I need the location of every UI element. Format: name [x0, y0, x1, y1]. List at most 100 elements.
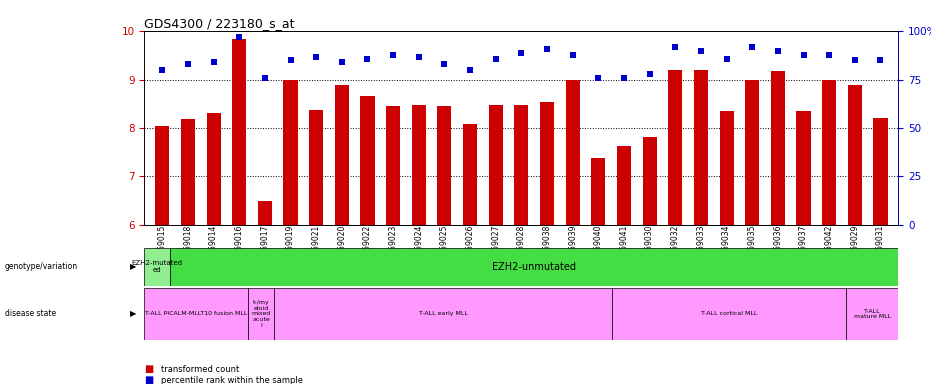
Text: transformed count: transformed count: [161, 365, 239, 374]
Bar: [514, 105, 529, 225]
Point: [642, 71, 657, 77]
Text: GSM759030: GSM759030: [645, 225, 654, 271]
Bar: [846, 288, 898, 340]
Text: GSM759039: GSM759039: [568, 225, 577, 271]
Bar: [463, 124, 477, 225]
Bar: [613, 288, 846, 340]
Point: [283, 57, 298, 63]
Text: T-ALL
mature MLL: T-ALL mature MLL: [854, 308, 891, 319]
Text: GSM759032: GSM759032: [670, 225, 680, 271]
Text: GSM759031: GSM759031: [876, 225, 885, 271]
Text: t-/my
eloid
mixed
acute
l: t-/my eloid mixed acute l: [251, 300, 271, 328]
Bar: [309, 110, 323, 225]
Text: disease state: disease state: [5, 310, 56, 318]
Point: [232, 34, 247, 40]
Text: GSM759015: GSM759015: [157, 225, 167, 271]
Bar: [181, 119, 195, 225]
Text: GSM759016: GSM759016: [235, 225, 244, 271]
Point: [334, 59, 349, 65]
Bar: [720, 111, 734, 225]
Point: [616, 75, 631, 81]
Bar: [360, 96, 374, 225]
Bar: [412, 105, 425, 225]
Point: [181, 61, 196, 68]
Text: GSM759026: GSM759026: [466, 225, 475, 271]
Point: [771, 48, 786, 54]
Bar: [822, 80, 836, 225]
Text: GSM759014: GSM759014: [209, 225, 218, 271]
Text: T-ALL early MLL: T-ALL early MLL: [419, 311, 467, 316]
Bar: [668, 70, 682, 225]
Point: [257, 75, 272, 81]
Point: [463, 67, 478, 73]
Bar: [207, 113, 221, 225]
Text: GSM759017: GSM759017: [261, 225, 269, 271]
Point: [412, 53, 426, 60]
Text: GSM759040: GSM759040: [594, 225, 602, 271]
Text: GSM759025: GSM759025: [440, 225, 449, 271]
Bar: [489, 105, 503, 225]
Bar: [144, 248, 170, 286]
Text: T-ALL cortical MLL: T-ALL cortical MLL: [701, 311, 758, 316]
Point: [668, 44, 682, 50]
Bar: [566, 80, 580, 225]
Point: [155, 67, 169, 73]
Bar: [438, 106, 452, 225]
Bar: [386, 106, 400, 225]
Point: [437, 61, 452, 68]
Text: GSM759021: GSM759021: [312, 225, 320, 271]
Point: [719, 55, 734, 61]
Point: [206, 59, 221, 65]
Point: [694, 48, 708, 54]
Bar: [745, 80, 760, 225]
Text: GSM759024: GSM759024: [414, 225, 424, 271]
Text: GSM759037: GSM759037: [799, 225, 808, 271]
Text: genotype/variation: genotype/variation: [5, 262, 78, 271]
Text: ■: ■: [144, 364, 154, 374]
Point: [540, 46, 555, 52]
Bar: [144, 288, 249, 340]
Text: GSM759028: GSM759028: [517, 225, 526, 271]
Bar: [155, 126, 169, 225]
Point: [514, 50, 529, 56]
Bar: [771, 71, 785, 225]
Text: T-ALL PICALM-MLLT10 fusion MLL: T-ALL PICALM-MLLT10 fusion MLL: [145, 311, 248, 316]
Text: GSM759019: GSM759019: [286, 225, 295, 271]
Point: [360, 55, 375, 61]
Text: GSM759035: GSM759035: [748, 225, 757, 271]
Text: EZH2-unmutated: EZH2-unmutated: [492, 262, 576, 272]
Point: [873, 57, 888, 63]
Bar: [873, 118, 887, 225]
Text: GSM759027: GSM759027: [492, 225, 500, 271]
Text: GSM759036: GSM759036: [774, 225, 782, 271]
Point: [796, 51, 811, 58]
Bar: [591, 158, 605, 225]
Bar: [249, 288, 275, 340]
Text: ▶: ▶: [130, 310, 136, 318]
Point: [847, 57, 862, 63]
Text: EZH2-mutated
ed: EZH2-mutated ed: [132, 260, 182, 273]
Text: GSM759042: GSM759042: [825, 225, 833, 271]
Point: [565, 51, 580, 58]
Text: ▶: ▶: [130, 262, 136, 271]
Text: GSM759041: GSM759041: [619, 225, 628, 271]
Text: GSM759020: GSM759020: [337, 225, 346, 271]
Text: GSM759022: GSM759022: [363, 225, 372, 271]
Point: [822, 51, 837, 58]
Bar: [232, 39, 247, 225]
Bar: [642, 137, 656, 225]
Point: [591, 75, 606, 81]
Text: percentile rank within the sample: percentile rank within the sample: [161, 376, 304, 384]
Point: [745, 44, 760, 50]
Point: [385, 51, 400, 58]
Text: GSM759029: GSM759029: [850, 225, 859, 271]
Bar: [694, 70, 708, 225]
Bar: [258, 202, 272, 225]
Bar: [335, 84, 349, 225]
Point: [309, 53, 324, 60]
Point: [488, 55, 503, 61]
Text: GDS4300 / 223180_s_at: GDS4300 / 223180_s_at: [144, 17, 295, 30]
Text: GSM759023: GSM759023: [388, 225, 398, 271]
Text: GSM759018: GSM759018: [183, 225, 193, 271]
Bar: [275, 288, 613, 340]
